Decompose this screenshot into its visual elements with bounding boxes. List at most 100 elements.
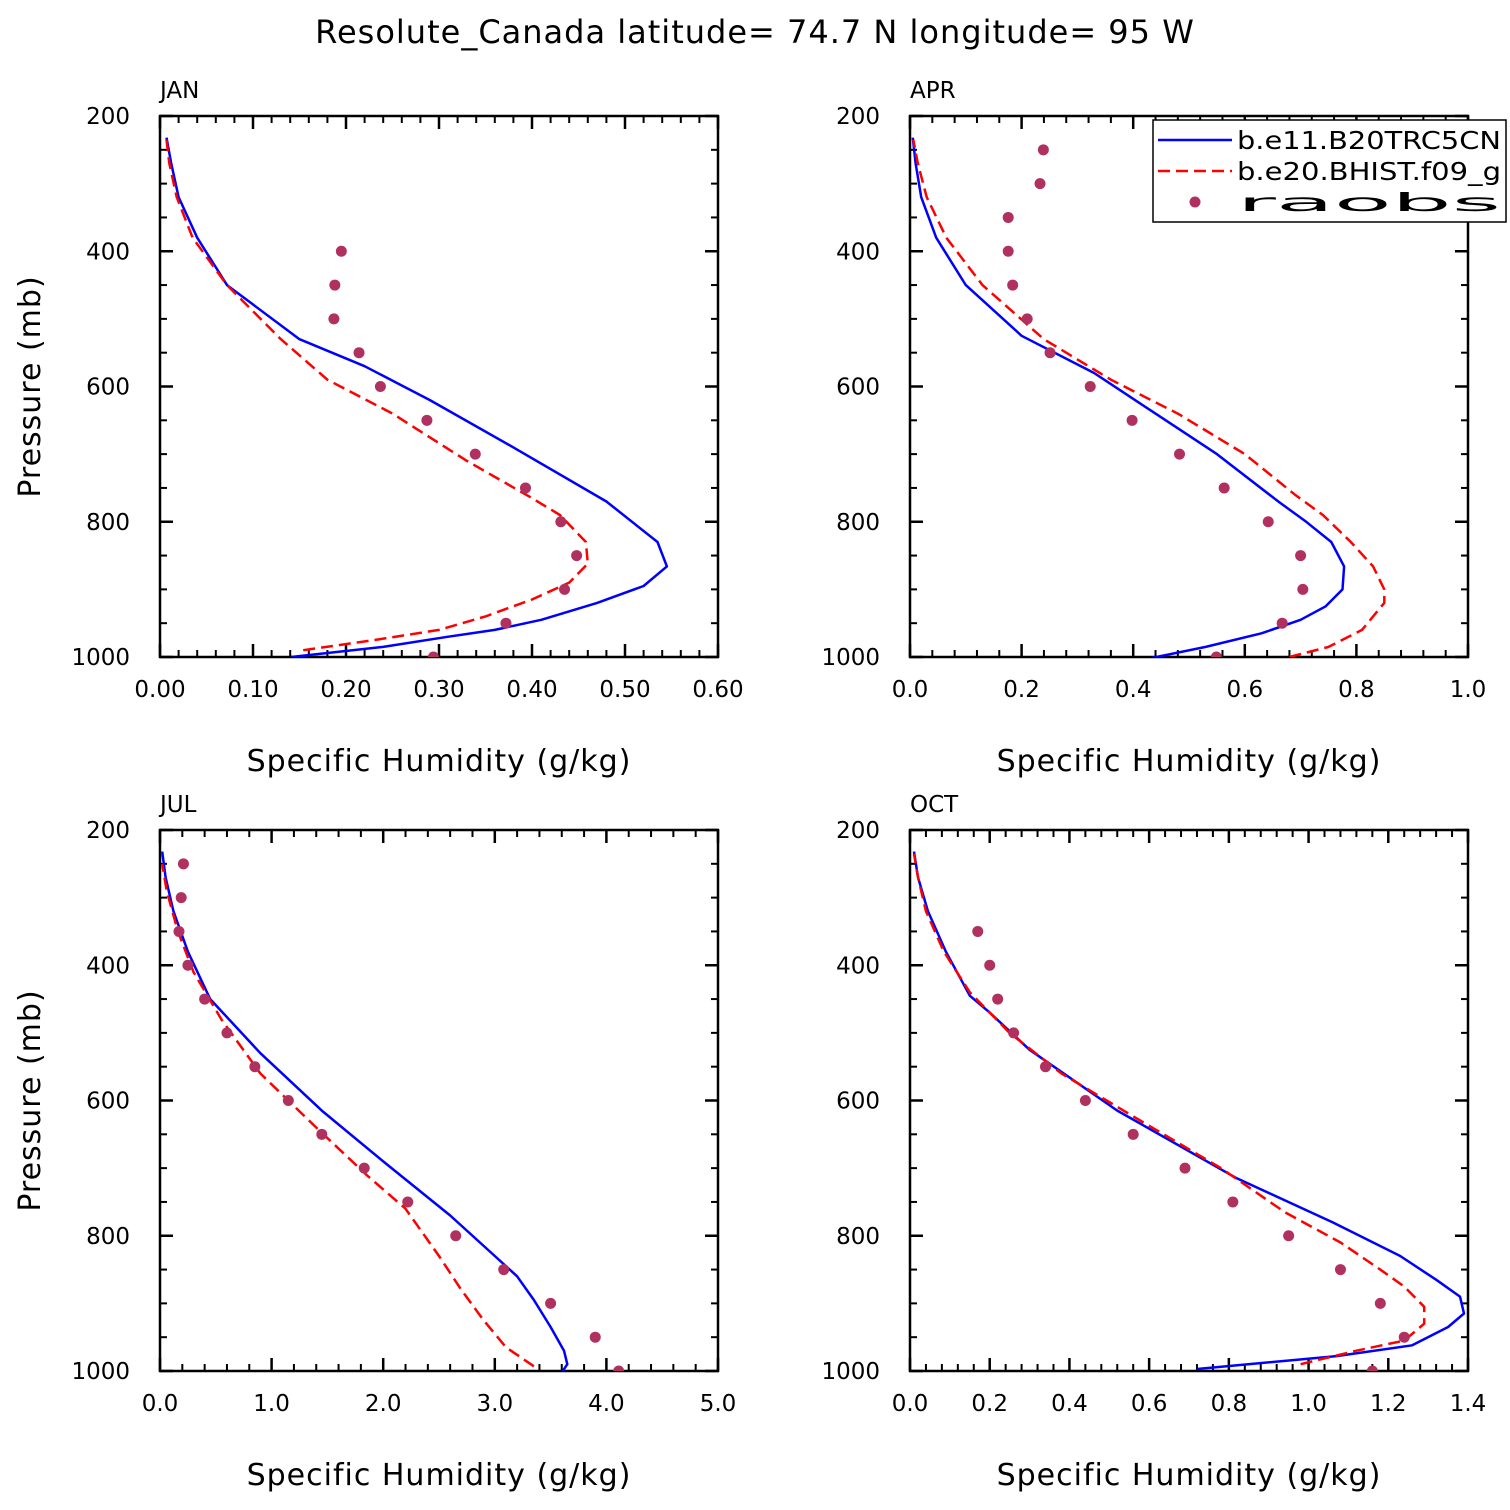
raobs-point — [316, 1128, 328, 1140]
raobs-point — [1002, 211, 1014, 223]
x-tick-label: 0.8 — [1338, 677, 1375, 703]
x-tick-label: 5.0 — [700, 1391, 737, 1417]
raobs-point — [173, 925, 185, 937]
raobs-point — [1276, 617, 1288, 629]
y-tick-label: 400 — [836, 239, 880, 265]
legend-entry-label: b.e11.B20TRC5CN — [1237, 126, 1501, 155]
raobs-point — [1126, 414, 1138, 426]
raobs-point — [559, 583, 571, 595]
raobs-point — [175, 892, 187, 904]
x-axis-title: Specific Humidity (g/kg) — [247, 744, 632, 779]
raobs-point — [589, 1331, 601, 1343]
y-tick-label: 200 — [86, 104, 130, 130]
raobs-point — [1084, 381, 1096, 392]
raobs-point — [498, 1264, 510, 1276]
raobs-point — [1179, 1162, 1191, 1174]
x-tick-label: 3.0 — [477, 1391, 514, 1417]
y-tick-label: 1000 — [821, 645, 880, 671]
y-tick-label: 400 — [86, 953, 130, 979]
raobs-point — [1037, 144, 1049, 156]
raobs-point — [1398, 1331, 1410, 1343]
raobs-point — [1334, 1264, 1346, 1276]
raobs-point — [1227, 1196, 1239, 1208]
raobs-point — [1008, 1027, 1020, 1039]
x-tick-label: 1.0 — [1290, 1391, 1327, 1417]
raobs-point — [469, 448, 481, 460]
y-tick-label: 400 — [836, 953, 880, 979]
panel-jul: 0.0 1.0 2.0 3.0 4.0 5.0 200 400 600 800 1000 Specif… — [13, 792, 736, 1493]
series-group — [912, 851, 1466, 1371]
raobs-point — [1002, 245, 1014, 257]
series-group — [160, 851, 625, 1371]
series-line-solid — [912, 851, 1466, 1371]
panels-group: 0.00 0.10 0.20 0.30 0.40 0.50 0.60 200 400 600 800… — [13, 78, 1486, 1493]
raobs-point — [1283, 1230, 1295, 1242]
y-axis-title: Pressure (mb) — [13, 989, 48, 1211]
x-tick-label: 2.0 — [365, 1391, 402, 1417]
raobs-point — [571, 550, 583, 562]
raobs-point — [984, 959, 996, 971]
raobs-point — [1262, 516, 1274, 528]
legend-box — [1152, 119, 1507, 223]
y-tick-label: 600 — [86, 1089, 130, 1115]
series-line-dashed — [165, 139, 590, 652]
y-tick-label: 800 — [836, 1224, 880, 1250]
raobs-point — [282, 1095, 294, 1106]
raobs-point — [1218, 482, 1230, 494]
raobs-point — [450, 1230, 462, 1242]
x-tick-label: 0.6 — [1131, 1391, 1168, 1417]
x-tick-label: 0.60 — [692, 677, 743, 703]
x-tick-label: 0.20 — [320, 677, 371, 703]
raobs-point — [427, 651, 439, 657]
x-tick-label: 4.0 — [588, 1391, 625, 1417]
x-axis-title: Specific Humidity (g/kg) — [247, 1458, 632, 1493]
x-tick-label: 1.0 — [253, 1391, 290, 1417]
series-group — [911, 137, 1386, 657]
series-line-solid — [165, 137, 669, 657]
y-tick-label: 200 — [836, 104, 880, 130]
y-tick-label: 600 — [836, 375, 880, 401]
y-tick-label: 1000 — [71, 645, 130, 671]
series-line-dashed — [912, 139, 1386, 657]
y-tick-label: 200 — [86, 818, 130, 844]
panel-apr: 0.0 0.2 0.4 0.6 0.8 1.0 200 400 600 800 1000 Specif… — [821, 78, 1486, 779]
raobs-point — [1021, 313, 1033, 325]
raobs-point — [328, 313, 340, 325]
raobs-point — [1040, 1061, 1052, 1073]
x-tick-label: 0.8 — [1211, 1391, 1248, 1417]
raobs-point — [992, 993, 1004, 1005]
raobs-point — [1374, 1297, 1386, 1309]
raobs-point — [358, 1162, 370, 1174]
x-tick-label: 0.4 — [1115, 677, 1152, 703]
y-tick-label: 200 — [836, 818, 880, 844]
x-tick-label: 0.0 — [892, 1391, 929, 1417]
x-tick-label: 0.4 — [1051, 1391, 1088, 1417]
raobs-point — [519, 482, 531, 494]
y-tick-label: 600 — [836, 1089, 880, 1115]
raobs-point — [249, 1061, 261, 1073]
y-tick-label: 400 — [86, 239, 130, 265]
raobs-point — [182, 959, 194, 971]
figure-title: Resolute_Canada latitude= 74.7 N longitu… — [315, 13, 1195, 51]
raobs-point — [402, 1196, 414, 1208]
y-tick-label: 600 — [86, 375, 130, 401]
x-tick-label: 1.4 — [1450, 1391, 1487, 1417]
raobs-point — [421, 414, 433, 426]
x-axis-title: Specific Humidity (g/kg) — [997, 744, 1382, 779]
raobs-point — [500, 617, 512, 629]
x-tick-label: 0.0 — [142, 1391, 179, 1417]
x-tick-label: 0.6 — [1227, 677, 1264, 703]
x-tick-label: 0.10 — [227, 677, 278, 703]
raobs-point — [1295, 550, 1307, 562]
x-tick-label: 1.0 — [1450, 677, 1487, 703]
raobs-point — [353, 347, 365, 359]
y-tick-label: 1000 — [821, 1359, 880, 1385]
x-tick-label: 0.50 — [599, 677, 650, 703]
panel-label: APR — [910, 78, 956, 104]
panel-label: JAN — [158, 78, 199, 104]
raobs-point — [329, 279, 341, 291]
raobs-point — [1127, 1128, 1139, 1140]
